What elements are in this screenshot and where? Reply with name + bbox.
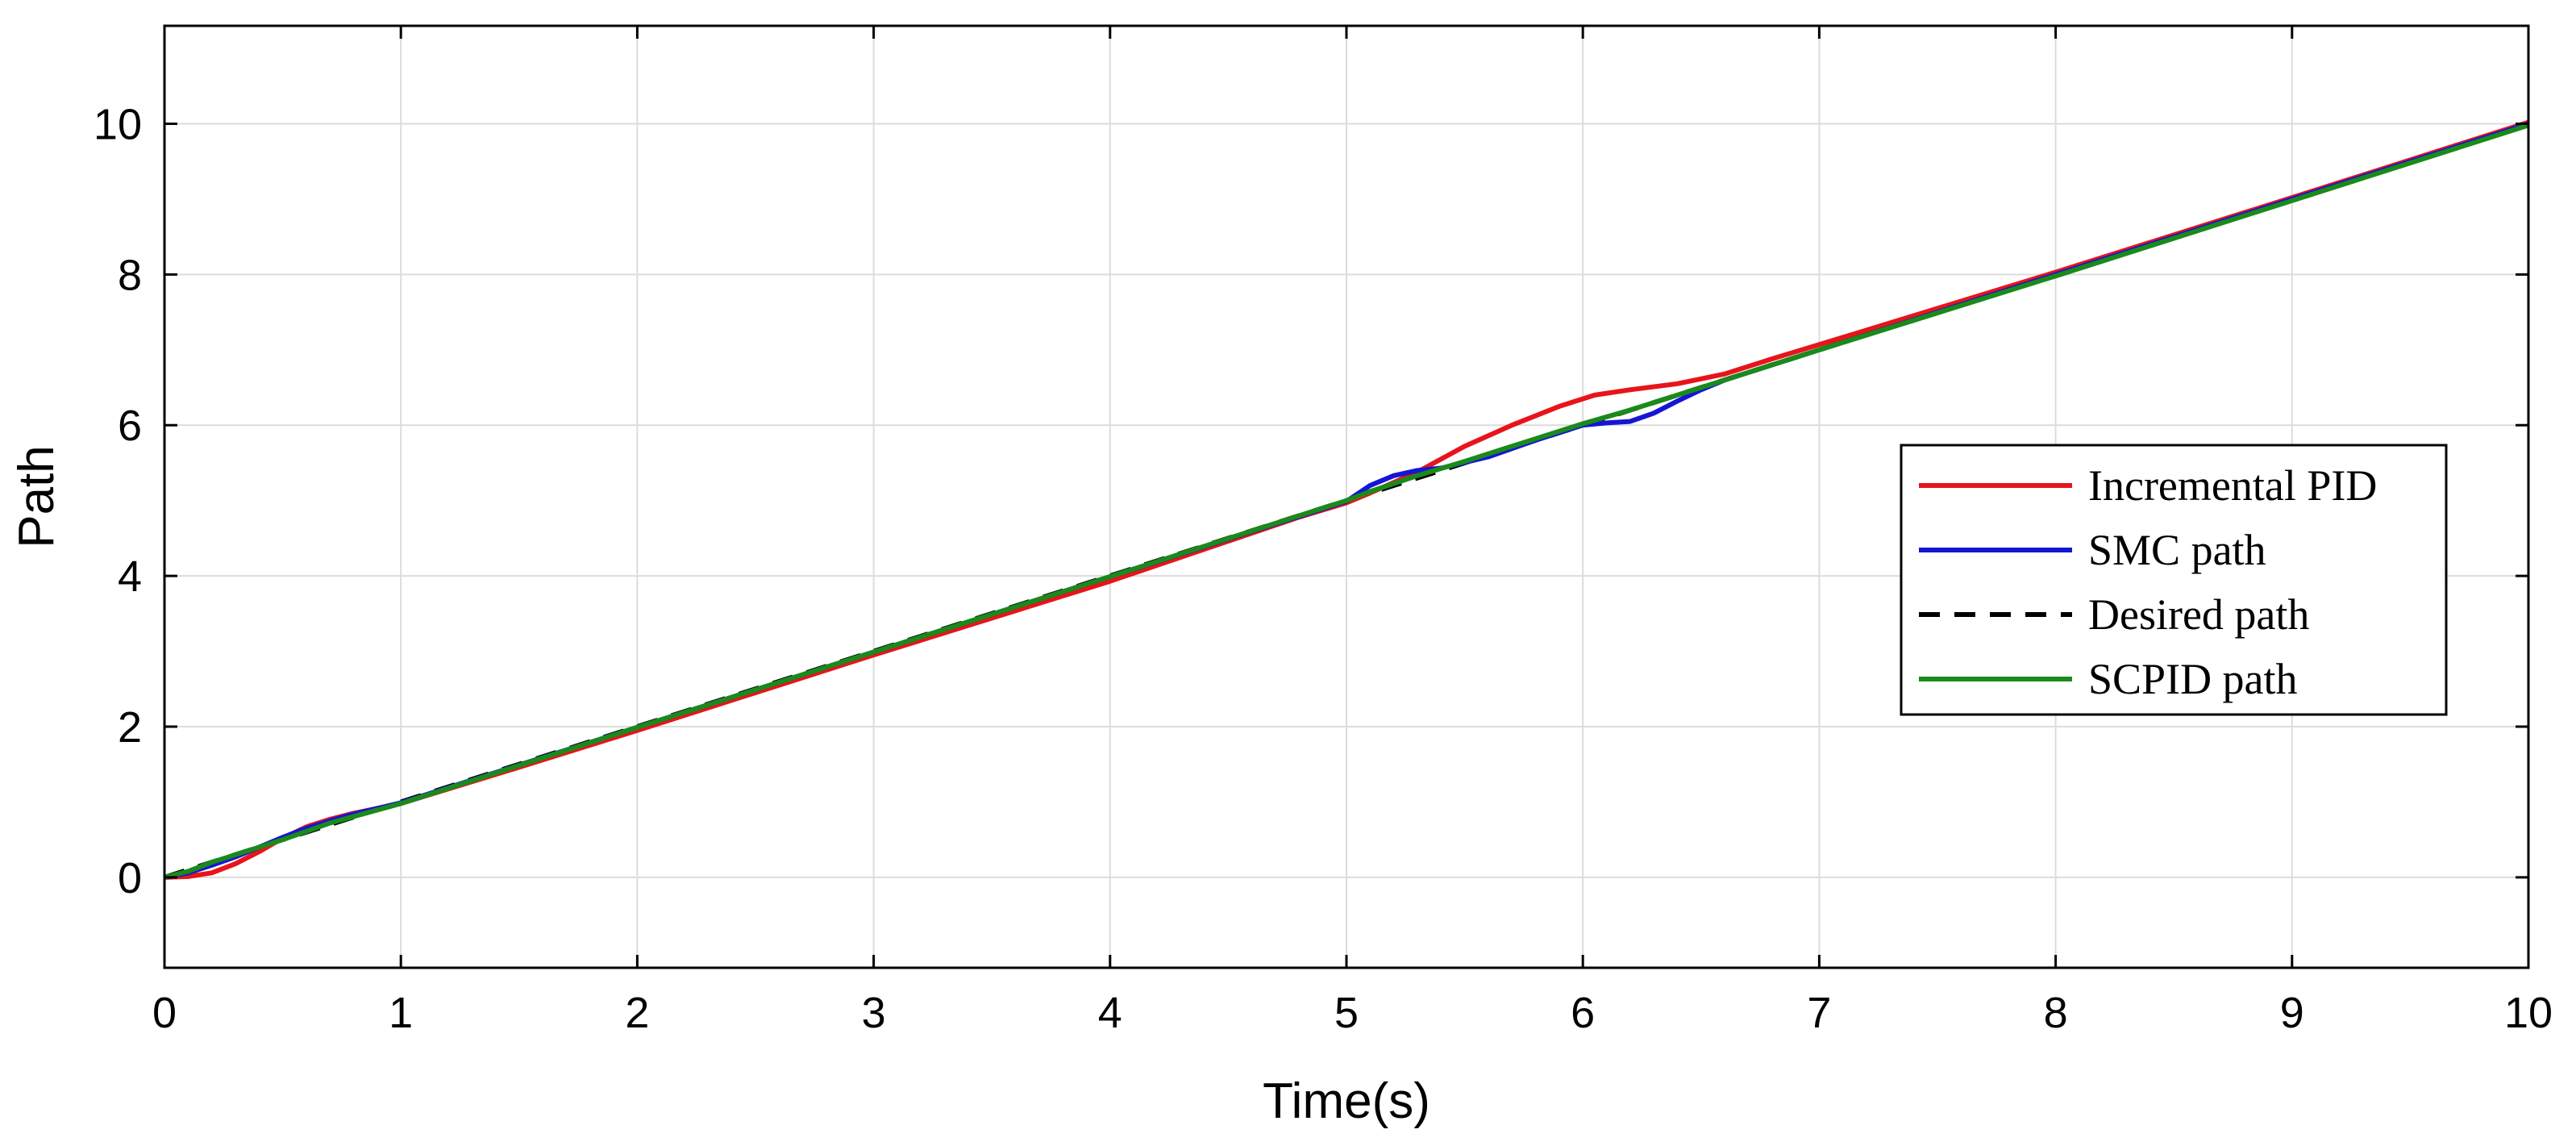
x-tick-label: 9 xyxy=(2280,989,2304,1037)
series-group xyxy=(164,119,2528,880)
legend-box xyxy=(1900,444,2448,716)
series-line-scpid-path xyxy=(164,123,2528,880)
x-tick-label: 4 xyxy=(1098,989,1122,1037)
y-axis-label: Path xyxy=(9,445,65,548)
ticks: 0 1 2 3 4 5 6 7 8 9 10 0 2 4 6 8 10 xyxy=(94,26,2553,1037)
x-tick-label: 2 xyxy=(625,989,649,1037)
x-tick-label: 1 xyxy=(389,989,413,1037)
x-tick-label: 5 xyxy=(1334,989,1359,1037)
legend-label: Incremental PID xyxy=(2088,461,2377,510)
x-tick-label: 8 xyxy=(2044,989,2068,1037)
y-tick-label: 10 xyxy=(94,100,142,148)
y-tick-label: 0 xyxy=(118,854,142,902)
y-tick-label: 4 xyxy=(118,552,142,601)
legend: Incremental PID SMC path Desired path SCPID… xyxy=(1900,444,2448,716)
x-tick-label: 7 xyxy=(1807,989,1831,1037)
x-tick-label: 6 xyxy=(1571,989,1595,1037)
x-tick-label: 10 xyxy=(2504,989,2553,1037)
legend-label: SMC path xyxy=(2088,526,2266,574)
y-tick-label: 2 xyxy=(118,703,142,752)
x-tick-label: 3 xyxy=(862,989,886,1037)
x-axis-label: Time(s) xyxy=(1263,1073,1430,1129)
y-tick-label: 8 xyxy=(118,251,142,299)
legend-label: Desired path xyxy=(2088,590,2309,639)
x-tick-label: 0 xyxy=(152,989,177,1037)
y-tick-label: 6 xyxy=(118,402,142,450)
legend-label: SCPID path xyxy=(2088,655,2298,703)
